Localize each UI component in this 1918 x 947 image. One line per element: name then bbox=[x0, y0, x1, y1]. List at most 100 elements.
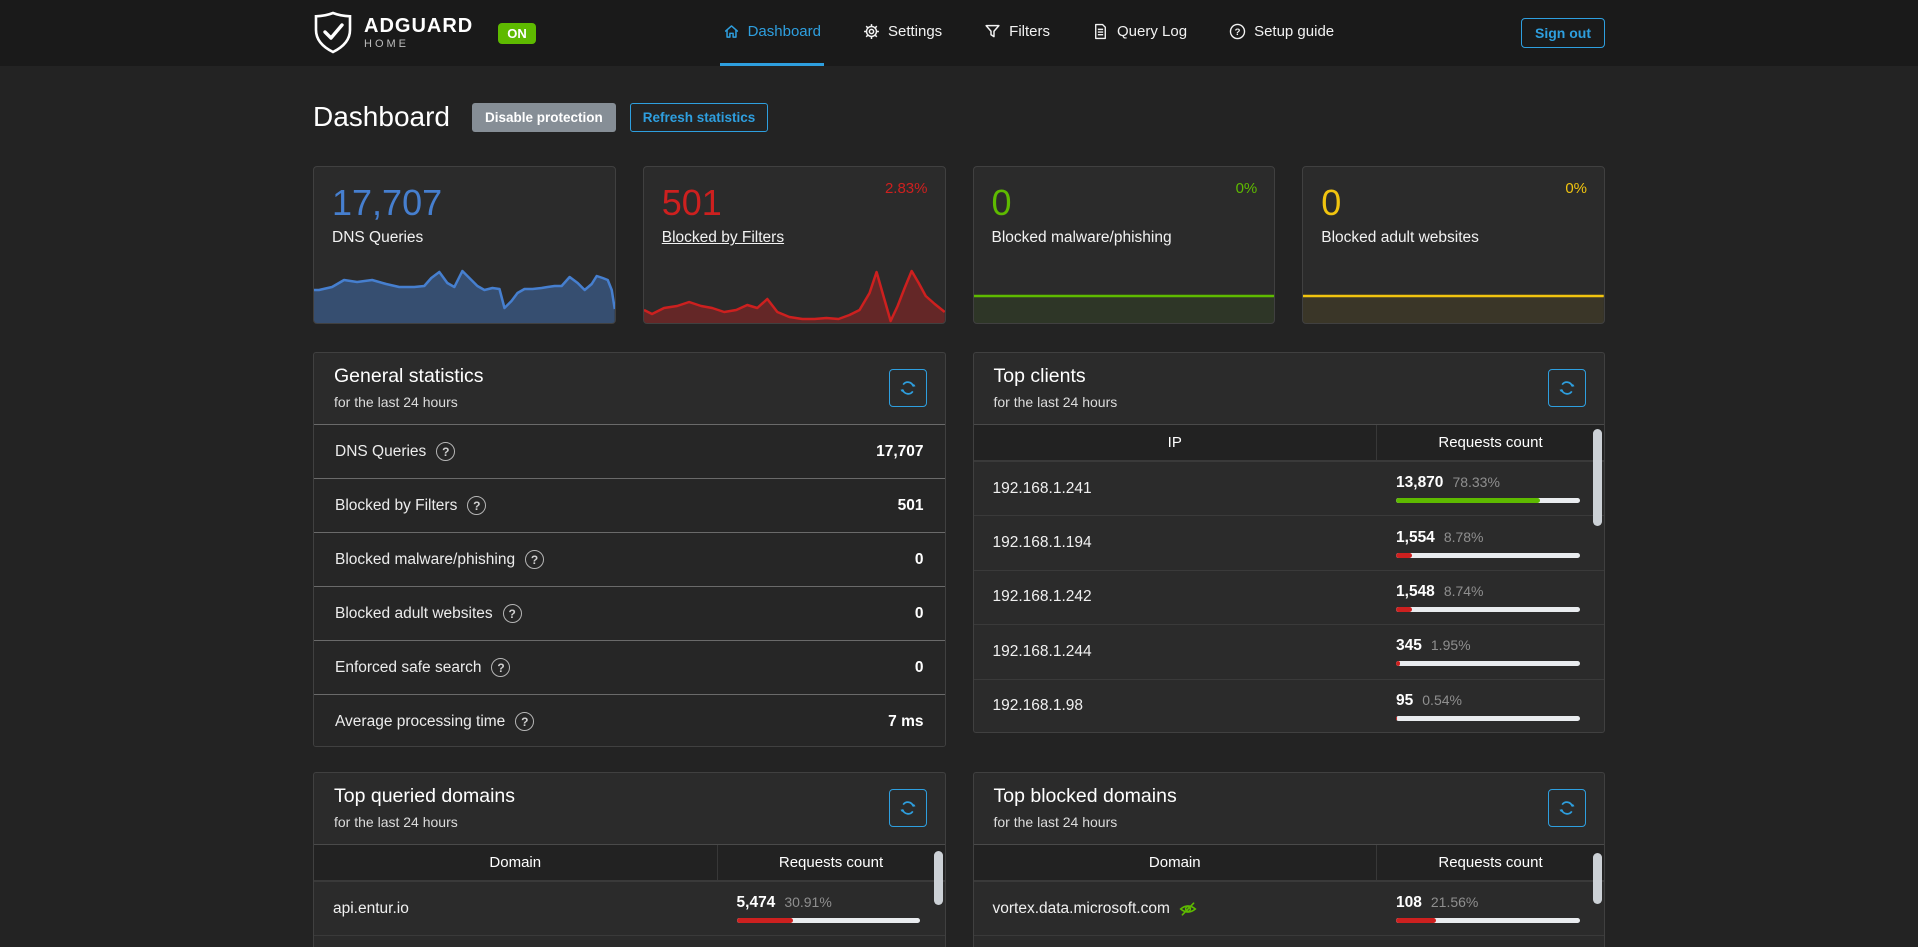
blocked-malware-value: 0 bbox=[991, 182, 1012, 223]
progress-bar bbox=[1396, 498, 1580, 504]
nav-label: Settings bbox=[887, 23, 943, 40]
dns-queries-label: DNS Queries bbox=[332, 229, 424, 247]
refresh-icon bbox=[900, 800, 916, 816]
help-icon[interactable]: ? bbox=[502, 604, 522, 623]
help-circle-icon: ? bbox=[1229, 23, 1246, 40]
requests-percent: 21.56% bbox=[1430, 894, 1479, 911]
stat-label: Blocked adult websites bbox=[335, 604, 493, 622]
nav-item-settings[interactable]: Settings bbox=[860, 0, 945, 66]
refresh-button[interactable] bbox=[888, 789, 927, 827]
blocked-adult-percent: 0% bbox=[1565, 180, 1587, 197]
table-header: IP Requests count bbox=[973, 424, 1604, 461]
nav-item-dashboard[interactable]: Dashboard bbox=[719, 0, 824, 66]
requests-count: 108 bbox=[1396, 894, 1422, 912]
refresh-button[interactable] bbox=[888, 369, 927, 407]
adguard-home-logo[interactable]: ADGUARD HOME ON bbox=[313, 11, 536, 55]
stat-cards-row: 17,707 DNS Queries 2.83% 501 Blocked by … bbox=[313, 166, 1605, 324]
blocked-by-filters-sparkline bbox=[643, 269, 945, 323]
refresh-button[interactable] bbox=[1548, 369, 1586, 407]
requests-count: 345 bbox=[1396, 637, 1422, 655]
column-header-requests-count: Requests count bbox=[778, 854, 884, 871]
panel-title: Top blocked domains bbox=[993, 785, 1177, 807]
table-row: 192.168.1.244 345 1.95% bbox=[973, 624, 1604, 678]
requests-percent: 0.54% bbox=[1422, 691, 1462, 708]
nav-item-setup-guide[interactable]: ? Setup guide bbox=[1226, 0, 1337, 66]
blocked-by-filters-link[interactable]: Blocked by Filters bbox=[661, 229, 785, 247]
stat-row: Average processing time? 7 ms bbox=[314, 694, 945, 746]
nav-label: Filters bbox=[1009, 23, 1051, 40]
help-icon[interactable]: ? bbox=[467, 496, 487, 515]
nav-label: Query Log bbox=[1117, 23, 1188, 40]
nav-item-query-log[interactable]: Query Log bbox=[1089, 0, 1190, 66]
table-row: 192.168.1.98 95 0.54% bbox=[973, 678, 1604, 732]
blocked-malware-percent: 0% bbox=[1235, 180, 1258, 197]
blocked-malware-label: Blocked malware/phishing bbox=[991, 229, 1172, 247]
nav-label: Dashboard bbox=[747, 23, 821, 40]
column-header-domain: Domain bbox=[314, 845, 718, 880]
column-header-ip: IP bbox=[974, 425, 1378, 460]
dns-queries-card: 17,707 DNS Queries bbox=[313, 166, 616, 324]
funnel-icon bbox=[984, 23, 1001, 40]
progress-bar bbox=[1396, 918, 1580, 924]
stat-label: Blocked by Filters bbox=[335, 496, 458, 514]
main-nav: Dashboard Settings Filters Query Log bbox=[536, 0, 1521, 66]
stat-value: 0 bbox=[914, 658, 924, 676]
stat-row: DNS Queries? 17,707 bbox=[314, 424, 945, 478]
progress-bar bbox=[1396, 661, 1580, 667]
blocked-malware-sparkline bbox=[973, 294, 1275, 323]
top-blocked-domains-panel: Top blocked domains for the last 24 hour… bbox=[972, 772, 1605, 947]
column-header-domain: Domain bbox=[974, 845, 1378, 880]
progress-bar bbox=[1396, 715, 1580, 721]
client-ip[interactable]: 192.168.1.242 bbox=[992, 588, 1092, 606]
nav-label: Setup guide bbox=[1254, 23, 1335, 40]
stat-value: 17,707 bbox=[876, 442, 924, 460]
client-ip[interactable]: 192.168.1.194 bbox=[992, 534, 1092, 552]
requests-count: 1,554 bbox=[1396, 528, 1435, 546]
panel-title: Top clients bbox=[993, 365, 1086, 387]
scrollbar-thumb[interactable] bbox=[1593, 853, 1602, 904]
requests-percent: 8.74% bbox=[1443, 582, 1484, 599]
blocked-by-filters-percent: 2.83% bbox=[884, 180, 928, 197]
disable-protection-button[interactable]: Disable protection bbox=[471, 102, 616, 132]
nav-item-filters[interactable]: Filters bbox=[981, 0, 1053, 66]
stat-label: Enforced safe search bbox=[335, 658, 482, 676]
table-row: api.entur.io 5,474 30.91% bbox=[314, 881, 945, 935]
protection-status-badge: ON bbox=[498, 22, 536, 44]
table-row: 192.168.1.241 13,870 78.33% bbox=[973, 461, 1604, 515]
refresh-button[interactable] bbox=[1548, 789, 1586, 827]
top-queried-domains-panel: Top queried domains for the last 24 hour… bbox=[313, 772, 946, 947]
queried-domain[interactable]: api.entur.io bbox=[333, 899, 409, 917]
blocked-by-filters-card: 2.83% 501 Blocked by Filters bbox=[642, 166, 946, 324]
stat-value: 501 bbox=[897, 496, 924, 514]
client-ip[interactable]: 192.168.1.244 bbox=[992, 642, 1092, 660]
requests-count: 5,474 bbox=[736, 894, 776, 912]
blocked-domain[interactable]: vortex.data.microsoft.com bbox=[992, 899, 1170, 917]
refresh-icon bbox=[1559, 380, 1575, 396]
column-header-requests-count: Requests count bbox=[1438, 854, 1543, 871]
refresh-statistics-button[interactable]: Refresh statistics bbox=[629, 102, 769, 132]
help-icon[interactable]: ? bbox=[525, 550, 545, 569]
blocked-adult-card: 0% 0 Blocked adult websites bbox=[1302, 166, 1605, 324]
stat-row: Blocked adult websites? 0 bbox=[314, 586, 945, 640]
panel-title: General statistics bbox=[334, 365, 484, 387]
stat-label: Blocked malware/phishing bbox=[335, 550, 516, 568]
help-icon[interactable]: ? bbox=[491, 658, 511, 677]
scrollbar-thumb[interactable] bbox=[1593, 429, 1602, 526]
stat-value: 7 ms bbox=[888, 712, 924, 730]
column-header-requests-count: Requests count bbox=[1438, 434, 1543, 451]
client-ip[interactable]: 192.168.1.241 bbox=[992, 479, 1092, 497]
refresh-icon bbox=[900, 380, 916, 396]
general-statistics-panel: General statistics for the last 24 hours… bbox=[313, 352, 946, 747]
panel-subtitle: for the last 24 hours bbox=[334, 394, 458, 410]
progress-bar bbox=[1396, 552, 1580, 558]
client-ip[interactable]: 192.168.1.98 bbox=[992, 697, 1084, 715]
help-icon[interactable]: ? bbox=[436, 442, 456, 461]
table-row: 192.168.1.242 1,548 8.74% bbox=[973, 569, 1604, 624]
blocked-adult-value: 0 bbox=[1321, 182, 1342, 223]
scrollbar-thumb[interactable] bbox=[933, 851, 943, 905]
help-icon[interactable]: ? bbox=[515, 712, 535, 731]
eye-off-icon[interactable] bbox=[1179, 900, 1197, 918]
requests-percent: 1.95% bbox=[1430, 637, 1471, 654]
stat-label: DNS Queries bbox=[335, 442, 427, 460]
sign-out-button[interactable]: Sign out bbox=[1521, 18, 1605, 48]
